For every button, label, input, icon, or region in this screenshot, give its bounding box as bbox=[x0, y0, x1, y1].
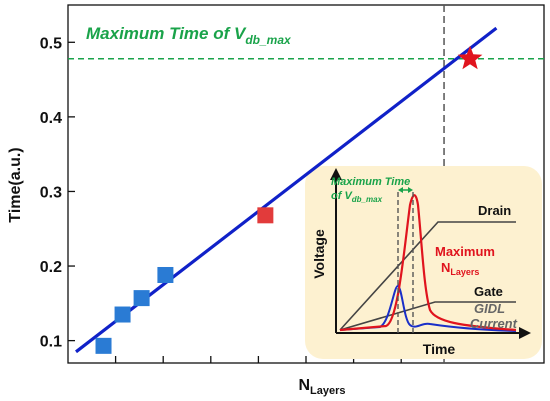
inset-annotation-line1: Maximum Time bbox=[331, 176, 410, 188]
inset-max-label-1: Maximum bbox=[435, 244, 495, 259]
measured-point bbox=[157, 266, 174, 283]
inset-gidl-label-2: Current bbox=[470, 316, 518, 331]
y-tick-label: 0.3 bbox=[40, 184, 62, 201]
x-axis-label: NLayers bbox=[298, 377, 345, 397]
measured-point bbox=[114, 306, 131, 323]
chart-marks bbox=[75, 26, 498, 354]
inset-max-label: Maximum NLayers bbox=[435, 244, 495, 277]
inset-y-arrow bbox=[330, 168, 342, 180]
inset-annotation-line2: of V bbox=[331, 190, 353, 202]
inset-drain-label: Drain bbox=[478, 203, 511, 218]
inset-annotation: Maximum Time of Vdb_max bbox=[331, 176, 410, 204]
y-tick-label: 0.5 bbox=[40, 35, 62, 52]
measured-point bbox=[95, 337, 112, 354]
inset-panel: Voltage Time Drain Gate GIDL Current Maxi… bbox=[305, 166, 542, 359]
inset-interval-arrow-right bbox=[408, 187, 413, 193]
inset-max-label-sub: Layers bbox=[450, 267, 479, 277]
inset-gate-curve bbox=[339, 301, 516, 331]
inset-annotation-sub: db_max bbox=[352, 195, 383, 204]
inset-max-label-n: N bbox=[441, 260, 450, 275]
inset-y-label: Voltage bbox=[311, 229, 327, 279]
threshold-label-main: Maximum Time of V bbox=[86, 24, 247, 43]
threshold-label-sub: db_max bbox=[245, 33, 292, 47]
inset-drain-curve bbox=[339, 221, 516, 331]
measured-point bbox=[133, 290, 150, 307]
x-axis-label-sub: Layers bbox=[310, 385, 345, 397]
y-ticks: 0.1 0.2 0.3 0.4 0.5 bbox=[40, 35, 75, 351]
y-tick-label: 0.4 bbox=[40, 110, 62, 127]
max-time-threshold-label: Maximum Time of Vdb_max bbox=[86, 24, 292, 47]
inset-gidl-blue-curve bbox=[339, 284, 517, 332]
y-tick-label: 0.1 bbox=[40, 334, 62, 351]
x-axis-label-main: N bbox=[298, 377, 310, 394]
inset-interval-arrow-left bbox=[398, 187, 403, 193]
max-star-point bbox=[457, 45, 483, 70]
inset-x-arrow bbox=[519, 327, 531, 339]
y-axis-label: Time(a.u.) bbox=[7, 147, 24, 222]
inset-x-label: Time bbox=[423, 341, 456, 357]
highlight-point bbox=[257, 207, 274, 224]
inset-gate-label: Gate bbox=[474, 284, 503, 299]
inset-gidl-red-curve bbox=[339, 194, 517, 332]
y-tick-label: 0.2 bbox=[40, 259, 62, 276]
inset-gidl-label-1: GIDL bbox=[474, 301, 505, 316]
inset-gidl-label: GIDL Current bbox=[470, 301, 518, 331]
